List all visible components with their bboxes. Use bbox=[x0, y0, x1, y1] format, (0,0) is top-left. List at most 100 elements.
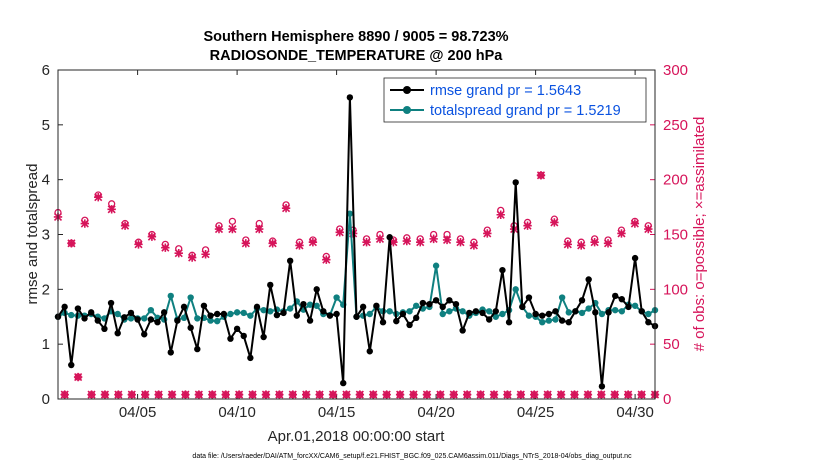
obs-assimilated-point bbox=[610, 390, 619, 399]
totalspread-point bbox=[539, 319, 546, 326]
obs-assimilated-point bbox=[322, 255, 331, 264]
rmse-point bbox=[539, 312, 546, 319]
y-left-tick-label: 2 bbox=[42, 281, 50, 298]
plot-background bbox=[58, 70, 655, 399]
obs-assimilated-point bbox=[630, 219, 640, 228]
rmse-point bbox=[353, 313, 360, 320]
totalspread-point bbox=[141, 315, 148, 322]
rmse-point bbox=[81, 315, 88, 322]
obs-assimilated-point bbox=[617, 229, 626, 238]
obs-assimilated-point bbox=[134, 240, 143, 249]
obs-assimilated-point bbox=[288, 390, 297, 399]
rmse-point bbox=[452, 300, 460, 308]
obs-assimilated-point bbox=[416, 237, 425, 247]
obs-assimilated-point bbox=[194, 390, 204, 399]
totalspread-point bbox=[214, 317, 221, 325]
y-right-tick-label: 300 bbox=[663, 62, 688, 79]
rmse-point bbox=[492, 308, 499, 315]
rmse-point bbox=[194, 345, 201, 353]
obs-assimilated-point bbox=[301, 390, 311, 399]
rmse-point bbox=[386, 234, 393, 241]
rmse-point bbox=[612, 292, 619, 300]
obs-assimilated-point bbox=[603, 239, 613, 248]
legend-rmse-marker bbox=[403, 86, 411, 94]
totalspread-point bbox=[552, 316, 559, 323]
obs-possible-point bbox=[228, 217, 237, 225]
rmse-point bbox=[61, 303, 68, 311]
rmse-point bbox=[472, 308, 480, 315]
totalspread-point bbox=[127, 315, 135, 322]
rmse-point bbox=[260, 333, 267, 341]
totalspread-point bbox=[286, 305, 294, 312]
legend: rmse grand pr = 1.5643 totalspread grand… bbox=[383, 77, 647, 123]
y-right-tick-label: 50 bbox=[663, 336, 680, 353]
totalspread-point bbox=[114, 310, 121, 318]
obs-assimilated-point bbox=[449, 390, 458, 399]
obs-assimilated-point bbox=[255, 224, 264, 234]
totalspread-point bbox=[525, 312, 533, 319]
rmse-point bbox=[180, 303, 188, 311]
obs-assimilated-point bbox=[94, 193, 103, 202]
obs-assimilated-point bbox=[281, 203, 291, 213]
totalspread-point bbox=[618, 308, 626, 315]
rmse-point bbox=[320, 308, 327, 315]
totalspread-point bbox=[585, 305, 592, 312]
obs-assimilated-point bbox=[442, 235, 452, 245]
rmse-point bbox=[393, 317, 400, 325]
rmse-point bbox=[220, 310, 228, 318]
rmse-point bbox=[459, 327, 466, 334]
totalspread-point bbox=[612, 306, 619, 314]
rmse-point bbox=[267, 281, 274, 289]
rmse-point bbox=[240, 332, 247, 340]
rmse-point bbox=[127, 309, 135, 317]
obs-assimilated-point bbox=[127, 390, 136, 399]
totalspread-point bbox=[565, 309, 572, 316]
obs-assimilated-point bbox=[503, 390, 512, 399]
x-tick-label: 04/25 bbox=[517, 404, 555, 421]
rmse-point bbox=[134, 316, 141, 323]
obs-assimilated-point bbox=[107, 205, 116, 214]
obs-assimilated-point bbox=[590, 237, 599, 247]
obs-assimilated-point bbox=[335, 228, 344, 237]
rmse-point bbox=[233, 325, 241, 333]
y-left-tick-label: 4 bbox=[42, 172, 50, 189]
rmse-point bbox=[293, 312, 300, 319]
obs-assimilated-point bbox=[382, 390, 391, 399]
obs-assimilated-point bbox=[623, 390, 633, 399]
rmse-point bbox=[286, 257, 294, 265]
totalspread-point bbox=[499, 310, 506, 318]
x-tick-label: 04/30 bbox=[616, 404, 654, 421]
totalspread-point bbox=[68, 311, 75, 319]
obs-assimilated-point bbox=[422, 390, 432, 399]
obs-assimilated-point bbox=[644, 224, 653, 234]
footer-data-file: data file: /Users/raeder/DAI/ATM_forcXX/… bbox=[192, 453, 632, 460]
obs-assimilated-point bbox=[208, 390, 217, 399]
totalspread-point bbox=[386, 308, 393, 315]
totalspread-point bbox=[260, 306, 267, 314]
rmse-point bbox=[306, 317, 314, 324]
obs-assimilated-point bbox=[597, 390, 606, 399]
obs-assimilated-point bbox=[295, 241, 304, 250]
obs-assimilated-point bbox=[268, 239, 277, 248]
totalspread-point bbox=[578, 309, 586, 317]
rmse-point bbox=[333, 310, 340, 318]
rmse-point bbox=[207, 312, 214, 319]
obs-assimilated-point bbox=[530, 390, 539, 399]
rmse-point bbox=[87, 309, 95, 316]
totalspread-point bbox=[267, 308, 274, 315]
y-left-tick-label: 1 bbox=[42, 336, 50, 353]
obs-assimilated-point bbox=[154, 390, 163, 399]
rmse-point bbox=[107, 299, 115, 307]
rmse-point bbox=[565, 319, 572, 326]
totalspread-point bbox=[194, 315, 201, 322]
y-left-tick-label: 5 bbox=[42, 117, 50, 134]
x-tick-label: 04/15 bbox=[318, 404, 356, 421]
obs-assimilated-point bbox=[429, 234, 438, 244]
rmse-point bbox=[340, 379, 347, 387]
rmse-point bbox=[432, 297, 440, 304]
totalspread-point bbox=[598, 310, 606, 318]
totalspread-point bbox=[432, 262, 440, 269]
rmse-point bbox=[545, 310, 553, 318]
rmse-point bbox=[147, 316, 155, 323]
